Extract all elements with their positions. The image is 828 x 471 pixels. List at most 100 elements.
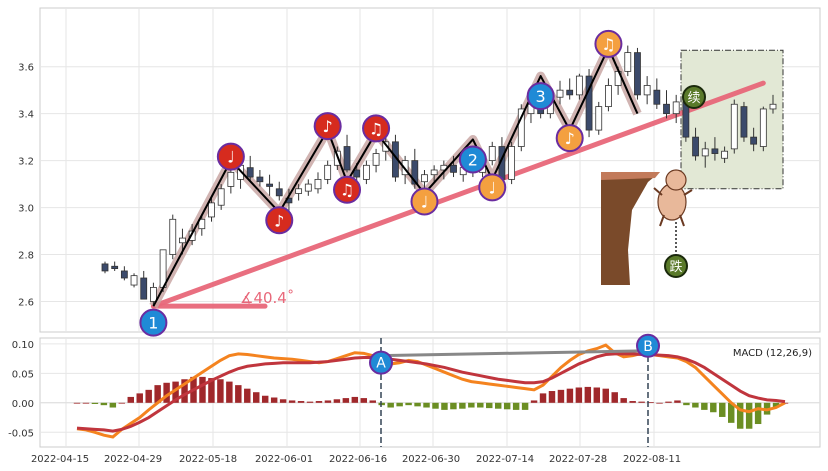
histogram-bar [306,401,314,403]
candle-body [556,89,564,98]
histogram-bar [602,388,609,403]
candle-body [450,164,457,173]
pivot-marker: ♩ [410,187,439,216]
pivot-circle [478,173,507,202]
candle [605,78,612,112]
ytick-label: 0.10 [12,340,34,351]
pivot-marker: ♫ [362,114,391,143]
candle-body [653,89,661,105]
candle [208,195,215,222]
candle-body [169,218,177,255]
pivot-label: ♫ [601,35,615,54]
candle [150,282,157,307]
pivot-label: ♫ [340,181,354,200]
candle [140,270,148,300]
ytick-label: 2.6 [18,297,34,308]
histogram-bar [109,402,117,408]
candle [372,148,380,173]
candle [585,69,593,138]
divergence-line [380,349,649,358]
histogram-bar [620,398,627,403]
candle [508,141,516,185]
pivot-circle [410,187,439,216]
histogram-bar [261,395,269,403]
pivot-circle [139,308,168,337]
histogram-bar [351,396,359,403]
pivot-circle [594,29,623,58]
histogram-bar [369,400,376,403]
histogram-bar [217,379,224,403]
histogram-bar [665,401,672,403]
pivot-label: 1 [148,314,158,333]
pivot-label: ♩ [421,192,429,211]
xtick-label: 2022-08-11 [623,454,681,465]
histogram-bar [208,378,215,403]
xtick-label: 2022-04-15 [31,454,89,465]
candle-body [750,136,758,145]
candle [198,214,206,236]
histogram-bar [647,402,654,404]
candle [450,155,457,178]
dog-illustration [653,169,693,227]
candle-body [198,218,206,230]
histogram-bar [494,402,502,409]
pivot-circle [555,124,584,153]
candle-body [295,188,303,194]
candle [624,45,632,77]
candle [304,179,312,196]
candle [430,165,438,182]
histogram-bar [324,400,332,403]
candle [343,134,351,173]
histogram-bar [736,402,744,429]
divergence-marker: B [636,333,660,358]
histogram-bar [405,402,412,406]
histogram-bar [297,401,305,403]
candle-body [343,146,351,171]
histogram-bar [288,400,296,403]
histogram-bar [118,402,126,404]
ytick-label: 3.0 [18,204,34,215]
xtick-label: 2022-04-29 [104,454,162,465]
pivot-circle [216,142,245,171]
candle [246,155,254,182]
histogram-bar [593,387,601,403]
histogram-bar [342,398,350,403]
candle-body [266,183,273,187]
dog-head [665,169,687,191]
pivot-label: ♩ [488,178,496,197]
candle-body [120,270,128,279]
candle-body [488,146,496,162]
histogram-bar [199,376,206,403]
histogram-bar [530,400,538,403]
pivot-circle [526,82,555,111]
ytick-label: 3.2 [18,157,34,168]
candle [314,172,322,194]
histogram-bar [172,381,179,403]
histogram-bar [486,402,493,409]
candle-body [701,148,709,157]
histogram-bar [459,402,466,409]
candle-body [372,153,380,166]
candle-body [275,188,283,197]
histogram-bar [772,402,780,408]
pivot-marker: 1 [139,308,168,337]
pivot-label: 3 [536,87,546,106]
box-marker: 续 [682,85,706,109]
candle-body [585,75,593,131]
cliff-illustration [601,172,660,285]
histogram-bar [512,402,520,410]
histogram-bar [539,393,547,403]
candle-body [324,164,332,180]
candle [653,78,661,109]
dog-limbs [653,187,693,227]
histogram-bar [73,402,81,404]
histogram-bar [432,402,439,409]
box-marker-label: 续 [687,91,700,106]
candle-body [672,101,680,115]
histogram-bar [629,401,636,403]
macd-legend: MACD (12,26,9) [733,348,812,359]
candle-body [217,188,225,206]
histogram-bar [656,402,663,404]
ytick-label: 0.05 [12,369,34,380]
candle [663,90,670,119]
